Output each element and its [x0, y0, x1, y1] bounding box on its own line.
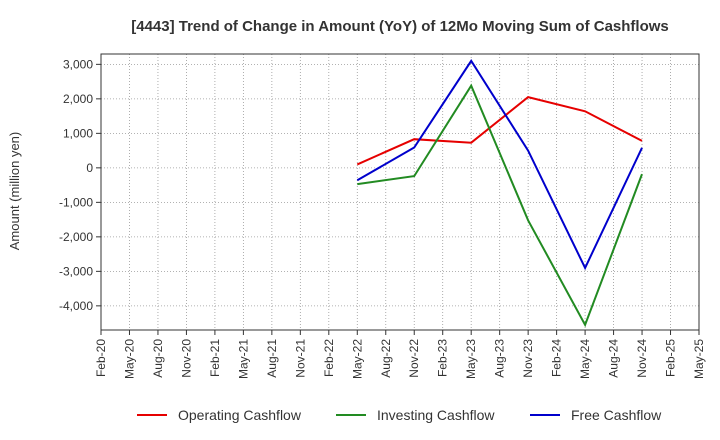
- y-axis-label: Amount (million yen): [7, 132, 22, 251]
- y-tick-label: 3,000: [63, 57, 93, 71]
- y-tick-label: -2,000: [59, 230, 93, 244]
- x-tick-label: Aug-22: [379, 339, 393, 378]
- x-tick-label: Feb-24: [550, 339, 564, 377]
- y-tick-label: 0: [86, 161, 93, 175]
- x-tick-label: May-22: [350, 339, 364, 379]
- series-lines: [356, 59, 643, 328]
- x-tick-label: May-25: [692, 339, 706, 379]
- x-tick-label: Feb-20: [94, 339, 108, 377]
- chart-title: [4443] Trend of Change in Amount (YoY) o…: [131, 18, 669, 35]
- x-tick-label: Aug-21: [265, 339, 279, 378]
- series-line-investing-cashflow: [357, 83, 643, 328]
- series-line-operating-cashflow: [356, 96, 643, 166]
- x-tick-label: Aug-20: [151, 339, 165, 378]
- legend-label: Investing Cashflow: [377, 407, 495, 423]
- x-tick-label: Feb-23: [436, 339, 450, 377]
- x-tick-label: May-23: [464, 339, 478, 379]
- x-tick-label: Nov-23: [521, 339, 535, 378]
- x-tick-label: Feb-25: [664, 339, 678, 377]
- y-axis-ticks: 3,000 2,000 1,000 0 -1,000 -2,000 -3,000 -4,000: [59, 57, 101, 313]
- x-axis-ticks: Feb-20 May-20 Aug-20 Nov-20 Feb-21 May-21 Aug-…: [94, 330, 706, 379]
- x-tick-label: Feb-21: [208, 339, 222, 377]
- x-tick-label: Nov-20: [179, 339, 193, 378]
- plot-frame: [100, 53, 700, 331]
- x-tick-label: May-20: [122, 339, 136, 379]
- x-tick-label: May-24: [578, 339, 592, 379]
- x-tick-label: Nov-21: [293, 339, 307, 378]
- x-tick-label: Nov-22: [407, 339, 421, 378]
- series-line-free-cashflow: [356, 59, 643, 271]
- x-tick-label: May-21: [236, 339, 250, 379]
- y-tick-label: -1,000: [59, 195, 93, 209]
- y-tick-label: 1,000: [63, 126, 93, 140]
- x-tick-label: Aug-24: [607, 339, 621, 378]
- legend-label: Operating Cashflow: [178, 407, 302, 423]
- x-tick-label: Feb-22: [322, 339, 336, 377]
- y-tick-label: -3,000: [59, 264, 93, 278]
- grid-lines: [100, 54, 700, 330]
- legend: Operating Cashflow Investing Cashflow Free…: [137, 407, 662, 423]
- legend-label: Free Cashflow: [571, 407, 662, 423]
- x-tick-label: Aug-23: [493, 339, 507, 378]
- y-tick-label: 2,000: [63, 92, 93, 106]
- y-tick-label: -4,000: [59, 299, 93, 313]
- x-tick-label: Nov-24: [635, 339, 649, 378]
